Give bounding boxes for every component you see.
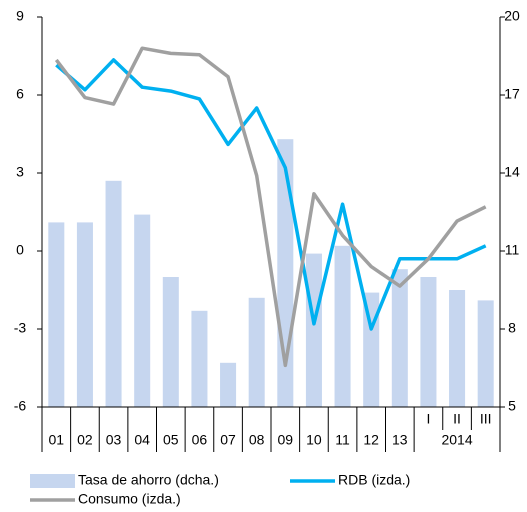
legend-label: Tasa de ahorro (dcha.) xyxy=(78,472,219,488)
x-tick-label: I xyxy=(426,411,430,427)
y-tick-label: 3 xyxy=(16,164,24,180)
legend-label: RDB (izda.) xyxy=(338,472,410,488)
x-tick-label: II xyxy=(453,411,461,427)
bar xyxy=(449,290,466,407)
bar xyxy=(162,277,179,407)
bar xyxy=(334,245,351,407)
legend-label: Consumo (izda.) xyxy=(78,491,181,507)
y2-tick-label: 14 xyxy=(504,164,520,180)
bar xyxy=(391,269,408,407)
bar xyxy=(420,277,437,407)
bar xyxy=(220,362,237,407)
bar xyxy=(105,180,122,407)
x-tick-label: III xyxy=(480,411,492,427)
x-tick-label: 06 xyxy=(192,432,208,448)
x-tick-label: 11 xyxy=(335,432,350,448)
bar xyxy=(48,222,65,407)
x-tick-label: 01 xyxy=(49,432,65,448)
bar xyxy=(191,310,208,407)
x-tick-label: 13 xyxy=(392,432,408,448)
y-tick-label: 9 xyxy=(16,8,24,24)
y2-tick-label: 5 xyxy=(508,398,516,414)
bar xyxy=(134,214,151,407)
x-tick-label: 04 xyxy=(134,432,150,448)
y-tick-label: -3 xyxy=(14,320,27,336)
x-tick-label: 12 xyxy=(363,432,379,448)
bar xyxy=(248,297,265,407)
y-tick-label: 6 xyxy=(16,86,24,102)
y2-tick-label: 17 xyxy=(504,86,520,102)
x-tick-label: 09 xyxy=(278,432,294,448)
y2-tick-label: 11 xyxy=(505,242,520,258)
y2-tick-label: 20 xyxy=(504,8,520,24)
x-tick-label: 10 xyxy=(306,432,322,448)
legend-swatch xyxy=(30,474,75,488)
bar xyxy=(305,253,322,407)
bar xyxy=(76,222,93,407)
y-tick-label: 0 xyxy=(16,242,24,258)
x-tick-label: 05 xyxy=(163,432,179,448)
y-tick-label: -6 xyxy=(14,398,27,414)
y2-tick-label: 8 xyxy=(508,320,516,336)
bar xyxy=(477,300,494,407)
x-tick-label: 08 xyxy=(249,432,265,448)
x-tick-label: 07 xyxy=(220,432,236,448)
x-tick-label: 03 xyxy=(106,432,122,448)
x-tick-label: 02 xyxy=(77,432,93,448)
group-label: 2014 xyxy=(441,432,472,448)
line-series xyxy=(54,46,487,368)
